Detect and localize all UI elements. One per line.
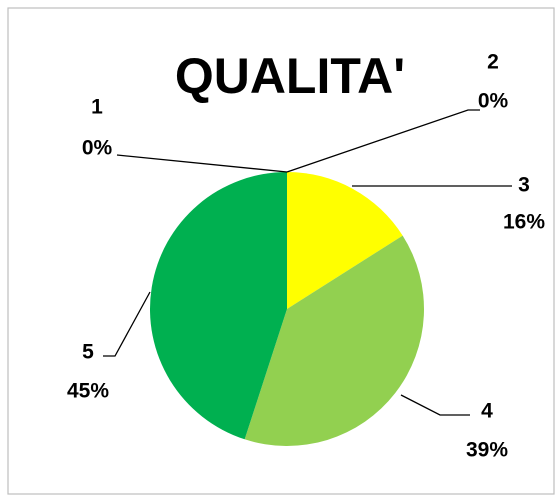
pie [150, 172, 424, 446]
category-label: 3 [518, 174, 530, 197]
pie-slice [287, 172, 403, 309]
pie-slice [244, 235, 424, 446]
category-label: 5 [82, 341, 94, 364]
category-label: 1 [91, 96, 103, 119]
data-label: 16% [503, 211, 545, 234]
data-label: 0% [478, 90, 509, 113]
category-label: 4 [481, 400, 493, 423]
leader-line [286, 109, 480, 173]
leader-line [103, 291, 151, 357]
data-label: 39% [466, 439, 508, 462]
chart-title: QUALITA' [175, 48, 405, 104]
category-label: 2 [487, 51, 499, 74]
leader-line [400, 394, 470, 416]
data-label: 0% [82, 137, 113, 160]
pie-slice [150, 172, 287, 440]
leader-line [116, 154, 288, 173]
data-label: 45% [67, 380, 109, 403]
